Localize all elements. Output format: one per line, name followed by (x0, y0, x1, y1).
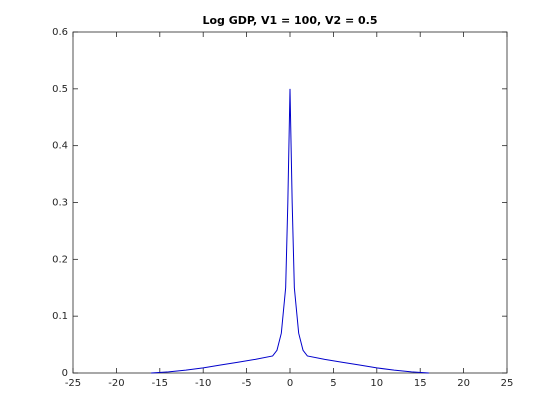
x-tick-label: -5 (242, 378, 252, 389)
y-tick-label: 0.3 (52, 198, 68, 209)
axes-box (72, 31, 508, 374)
x-tick-label: 5 (330, 378, 336, 389)
line (151, 88, 429, 374)
y-tick-label: 0 (62, 368, 68, 379)
x-tick-label: 0 (287, 378, 293, 389)
x-tick-label: 15 (414, 378, 427, 389)
y-tick-label: 0.5 (52, 84, 68, 95)
y-tick-label: 0.4 (52, 141, 68, 152)
y-tick-label: 0.1 (52, 311, 68, 322)
x-tick-label: 20 (457, 378, 470, 389)
x-tick-label: -10 (195, 378, 211, 389)
y-tick-label: 0.6 (52, 27, 68, 38)
x-tick-label: -15 (152, 378, 168, 389)
x-tick-label: -20 (108, 378, 124, 389)
x-tick-label: -25 (65, 378, 81, 389)
x-tick-label: 25 (501, 378, 514, 389)
y-tick-label: 0.2 (52, 254, 68, 265)
chart-title: Log GDP, V1 = 100, V2 = 0.5 (202, 14, 377, 27)
x-tick-label: 10 (370, 378, 383, 389)
